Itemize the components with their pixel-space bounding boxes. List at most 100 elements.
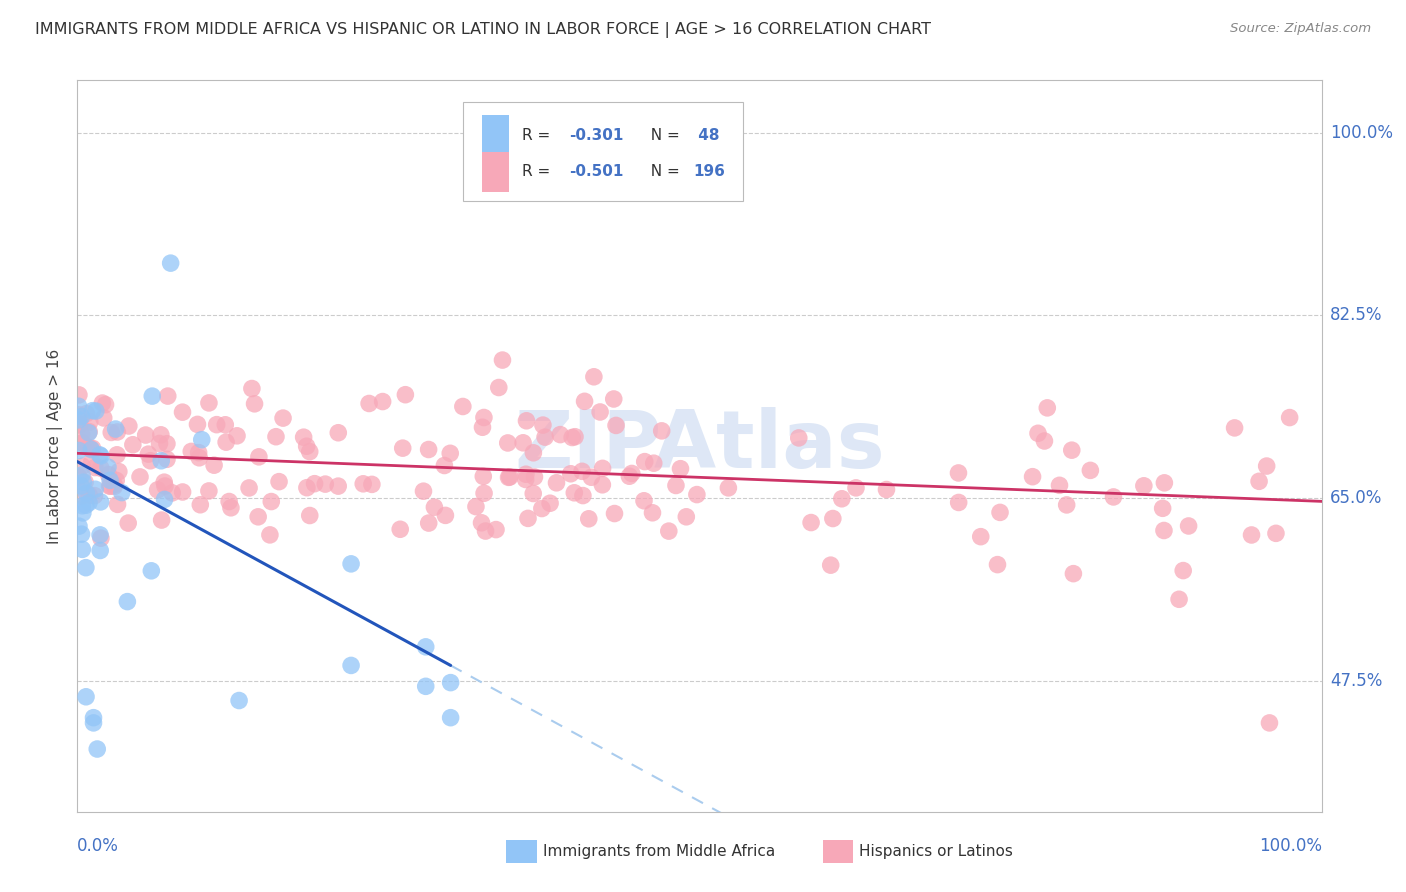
Point: [75, 407, 97, 421]
Point: [91, 396, 114, 410]
Point: [665, 478, 688, 492]
Point: [1168, 592, 1191, 607]
Point: [1026, 426, 1049, 441]
Text: 65.0%: 65.0%: [1330, 489, 1382, 508]
Point: [90, 495, 112, 509]
Point: [591, 478, 613, 492]
Point: [491, 353, 513, 368]
Point: [70, 527, 93, 541]
Point: [84, 404, 107, 418]
Point: [295, 481, 318, 495]
Point: [77, 441, 100, 455]
Point: [186, 417, 208, 432]
Text: 0.0%: 0.0%: [77, 837, 120, 855]
Point: [77, 488, 100, 502]
Point: [105, 425, 128, 439]
Text: N =: N =: [641, 128, 685, 143]
Point: [117, 516, 139, 530]
Point: [80, 442, 103, 457]
Point: [472, 486, 495, 500]
Point: [118, 419, 141, 434]
Text: N =: N =: [641, 164, 685, 179]
Point: [90, 449, 112, 463]
Point: [1240, 528, 1263, 542]
Point: [202, 458, 225, 473]
Point: [619, 469, 641, 483]
Point: [105, 448, 128, 462]
Point: [90, 531, 112, 545]
Point: [522, 446, 544, 460]
Point: [340, 557, 363, 571]
Text: 196: 196: [693, 164, 725, 179]
Point: [188, 498, 211, 512]
Point: [117, 594, 139, 608]
Point: [72, 542, 94, 557]
Point: [572, 489, 595, 503]
Point: [845, 481, 868, 495]
Point: [534, 430, 557, 444]
Point: [581, 470, 603, 484]
Point: [72, 459, 94, 474]
Point: [292, 430, 315, 444]
Point: [488, 380, 510, 394]
Point: [75, 486, 97, 500]
Point: [77, 495, 100, 509]
Point: [70, 479, 93, 493]
Point: [561, 430, 583, 444]
Point: [191, 433, 214, 447]
Point: [80, 454, 103, 468]
Point: [1153, 524, 1175, 538]
Point: [94, 398, 117, 412]
Point: [359, 396, 381, 410]
Text: R =: R =: [522, 128, 555, 143]
Point: [159, 256, 181, 270]
FancyBboxPatch shape: [482, 115, 509, 155]
Point: [75, 560, 97, 574]
Point: [470, 516, 492, 530]
Point: [72, 506, 94, 520]
Point: [499, 470, 522, 484]
Point: [243, 397, 266, 411]
Point: [146, 483, 169, 497]
Point: [515, 414, 537, 428]
FancyBboxPatch shape: [463, 103, 742, 201]
Point: [571, 464, 593, 478]
Point: [83, 715, 105, 730]
Point: [84, 482, 107, 496]
Point: [988, 505, 1011, 519]
Point: [352, 476, 374, 491]
Text: 100.0%: 100.0%: [1258, 837, 1322, 855]
Text: 82.5%: 82.5%: [1330, 306, 1382, 325]
Text: Immigrants from Middle Africa: Immigrants from Middle Africa: [543, 845, 775, 859]
Point: [260, 494, 283, 508]
Point: [153, 479, 176, 493]
Point: [605, 418, 627, 433]
Point: [70, 435, 93, 450]
Point: [198, 483, 221, 498]
Point: [530, 501, 553, 516]
Point: [1036, 401, 1059, 415]
Point: [522, 486, 544, 500]
Point: [98, 473, 121, 487]
Point: [389, 522, 412, 536]
Point: [67, 443, 90, 458]
Point: [439, 675, 461, 690]
Point: [496, 436, 519, 450]
Point: [472, 410, 495, 425]
Point: [70, 409, 93, 424]
Point: [415, 679, 437, 693]
Point: [150, 513, 173, 527]
Point: [69, 417, 91, 432]
Point: [188, 450, 211, 465]
Point: [121, 438, 143, 452]
Point: [515, 467, 537, 482]
Text: -0.301: -0.301: [569, 128, 623, 143]
Point: [564, 430, 586, 444]
Point: [603, 392, 626, 406]
Point: [215, 435, 238, 450]
Point: [820, 558, 842, 573]
Point: [582, 369, 605, 384]
Point: [156, 436, 179, 450]
Point: [1049, 478, 1071, 492]
Point: [1278, 410, 1301, 425]
